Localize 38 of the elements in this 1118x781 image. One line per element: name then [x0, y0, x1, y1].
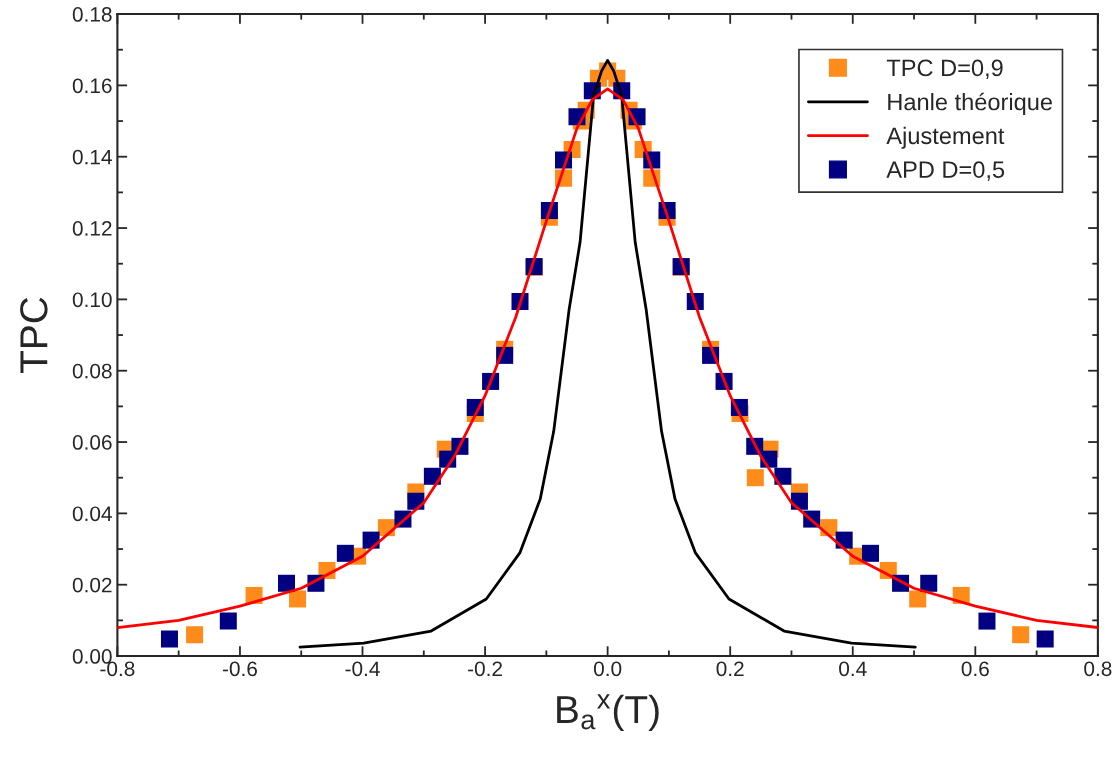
point: [186, 626, 204, 644]
x-tick-label: 0.6: [961, 661, 989, 677]
point: [746, 469, 764, 487]
point: [160, 630, 178, 648]
point: [909, 590, 927, 608]
point: [278, 574, 296, 592]
point: [920, 574, 938, 592]
y-tick-label: 0.08: [72, 363, 112, 379]
point: [774, 467, 792, 485]
point: [1012, 626, 1030, 644]
y-tick-label: 0.10: [72, 292, 112, 308]
x-axis-title: B$_{a}$$^{x}$(T): [557, 694, 659, 732]
y-tick-label: 0.12: [72, 221, 112, 236]
x-tick-label: -0.6: [222, 661, 257, 677]
point: [978, 612, 996, 630]
point: [423, 467, 441, 485]
y-tick-label: 0.04: [72, 506, 112, 522]
point: [862, 544, 880, 562]
legend-label: Ajustement: [886, 126, 1005, 149]
legend-label: TPC D=0,9: [886, 59, 1003, 80]
y-tick-label: 0.06: [72, 435, 112, 450]
point: [219, 612, 237, 630]
x-tick-label: -0.2: [468, 661, 502, 677]
point: [1036, 630, 1054, 648]
y-tick-label: 0.14: [72, 149, 112, 165]
point: [289, 590, 307, 608]
x-tick-label: -0.4: [345, 661, 380, 677]
legend-label: Hanle théorique: [888, 92, 1052, 116]
x-tick-label: 0.4: [839, 661, 867, 677]
y-tick-label: 0.18: [72, 7, 112, 22]
y-tick-label: 0.02: [72, 577, 112, 593]
y-tick-label: 0.16: [72, 78, 112, 94]
y-axis-title: TPC: [20, 297, 48, 374]
legend-label: APD D=0,5: [886, 161, 1005, 181]
point: [336, 544, 354, 562]
x-tick-label: 0.0: [593, 661, 622, 677]
x-tick-label: 0.8: [1084, 661, 1112, 677]
x-tick-label: 0.2: [716, 661, 744, 677]
